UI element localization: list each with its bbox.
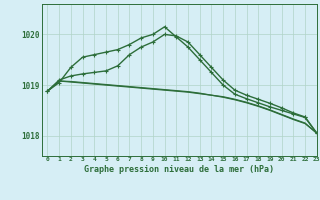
X-axis label: Graphe pression niveau de la mer (hPa): Graphe pression niveau de la mer (hPa) bbox=[84, 165, 274, 174]
